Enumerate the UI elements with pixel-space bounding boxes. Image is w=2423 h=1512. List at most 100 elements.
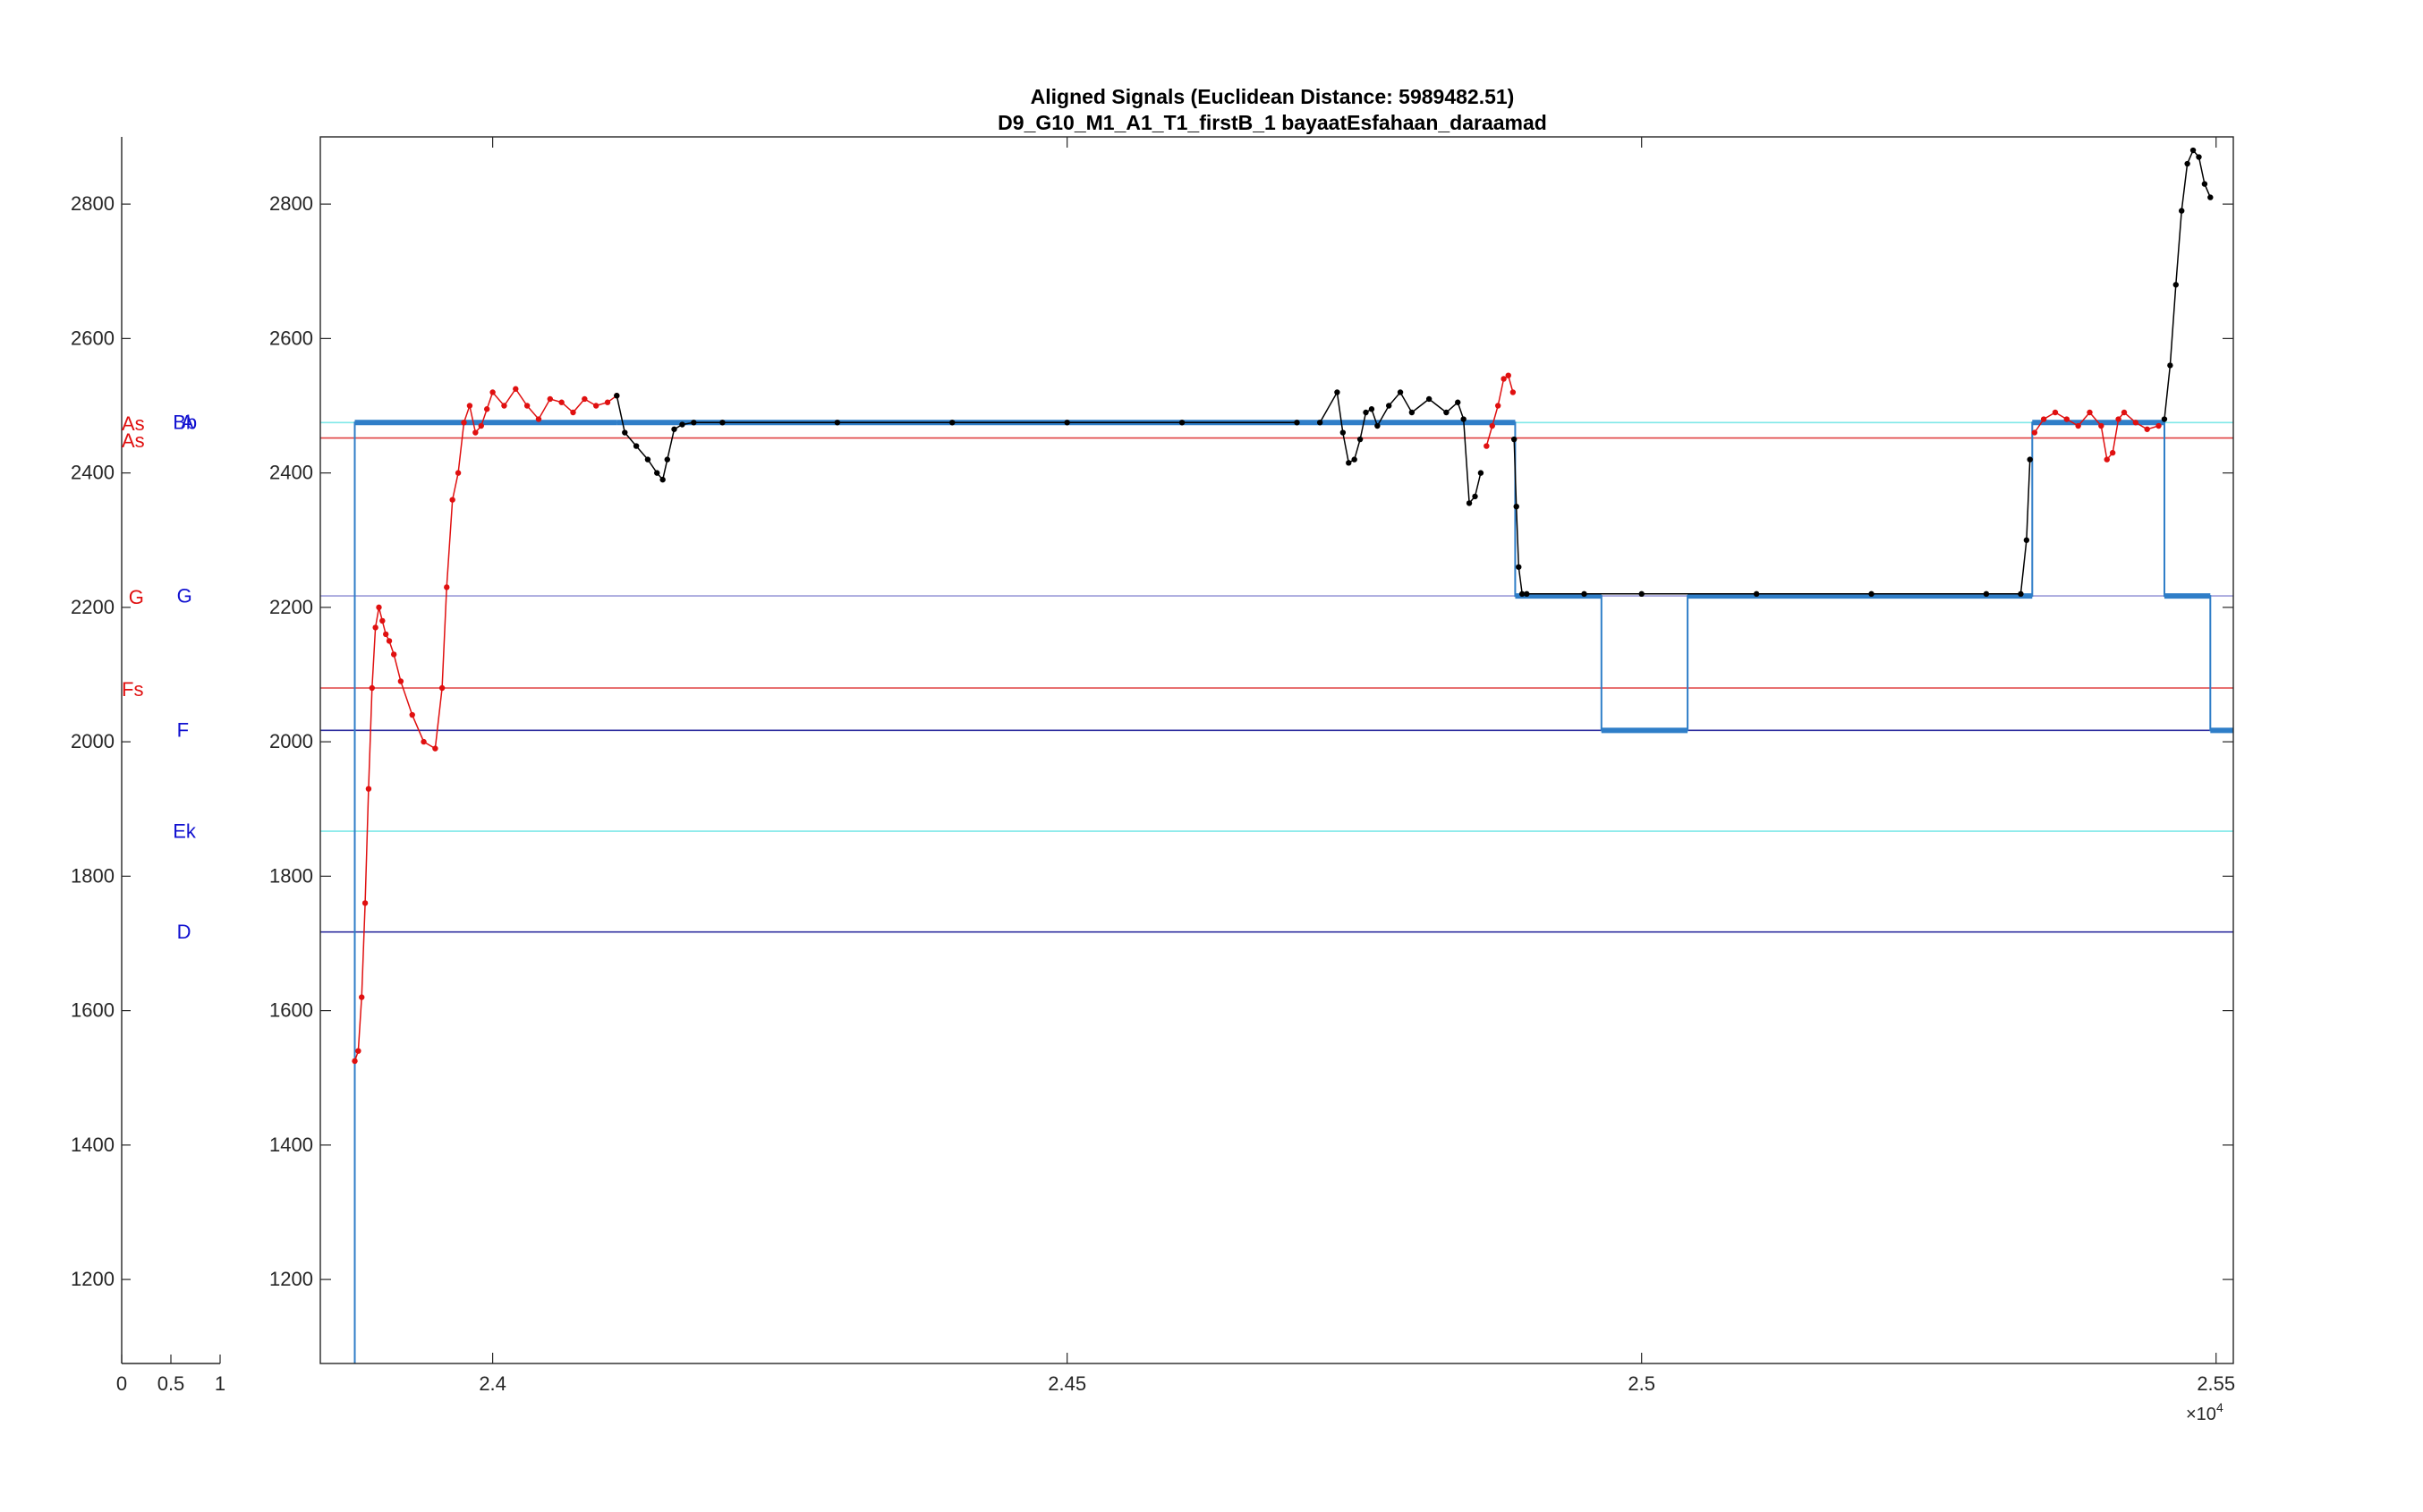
series-point-5 [1868,590,1875,598]
left-y-tick-label: 1800 [71,864,115,887]
series-point-1 [352,1058,358,1065]
series-point-2 [691,420,697,426]
x-tick-label: 2.5 [1628,1372,1655,1395]
series-point-2 [622,429,628,436]
y-tick-label: 2000 [269,730,313,752]
series-point-2 [1294,420,1300,426]
note-label: G [177,584,192,607]
series-point-1 [372,624,378,631]
series-point-1 [397,678,404,684]
series-point-5 [1524,590,1530,598]
series-point-5 [1516,564,1522,570]
series-point-4 [1501,376,1507,382]
series-point-2 [659,476,666,483]
series-point-7 [2189,147,2197,154]
note-label: As [122,429,145,452]
main-axes-frame [319,136,2234,1364]
series-point-1 [376,604,382,611]
series-point-6 [2115,416,2121,422]
series-point-3 [1472,493,1478,500]
series-point-3 [1455,399,1461,405]
series-point-6 [2075,422,2081,429]
series-point-5 [2018,590,2024,598]
series-point-1 [365,786,372,792]
series-point-1 [513,386,519,392]
left-x-tick-label: 0 [116,1372,127,1395]
series-point-1 [592,403,599,409]
series-point-1 [472,429,479,436]
y-tick-label: 2800 [269,192,313,215]
series-point-1 [379,617,386,624]
series-point-4 [1505,372,1511,378]
series-point-6 [2087,409,2093,416]
series-point-7 [2161,416,2168,422]
series-point-1 [359,994,365,1000]
series-point-6 [2104,456,2110,463]
series-point-7 [2201,181,2208,187]
series-point-7 [2196,154,2202,160]
series-point-6 [2031,429,2038,436]
series-point-1 [461,420,467,426]
series-point-2 [1064,420,1070,426]
series-point-6 [2144,426,2150,432]
series-point-1 [455,470,462,476]
series-point-7 [2172,282,2179,288]
note-label: Fs [122,678,143,701]
left-x-tick-label: 0.5 [157,1372,185,1395]
series-point-1 [478,422,484,429]
x-multiplier-base: ×10 [2186,1405,2216,1424]
series-point-3 [1385,403,1392,409]
series-point-5 [1983,590,1990,598]
series-point-1 [386,638,393,644]
y-tick-label: 1600 [269,999,313,1022]
aligned-signals-axes: 1200 1400 1600 1800 2000 2200 2400 2600 2800 2.4 2… [269,136,2235,1395]
left-y-tick-label: 2400 [71,462,115,484]
series-point-6 [2121,409,2128,416]
series-point-2 [671,426,677,432]
series-point-2 [1178,420,1186,426]
series-point-2 [719,420,726,426]
series-point-4 [1484,443,1490,449]
note-label: D [177,921,191,943]
series-point-3 [1351,456,1357,463]
series-point-1 [604,399,611,405]
note-label: A [181,412,194,434]
series-point-6 [2155,422,2162,429]
series-point-1 [449,497,455,503]
note-label: Bb [173,412,197,434]
series-point-1 [444,584,450,590]
series-point-3 [1346,460,1352,466]
series-point-3 [1363,409,1369,416]
series-point-1 [570,409,576,416]
series-point-6 [2052,409,2059,416]
y-tick-label: 1200 [269,1268,313,1290]
series-point-5 [1638,590,1645,598]
series-point-1 [582,395,588,403]
series-point-1 [523,403,531,409]
series-point-1 [369,684,375,692]
series-point-4 [1489,422,1495,429]
series-point-3 [1466,500,1473,506]
x-tick-label: 2.55 [2197,1372,2235,1395]
series-point-3 [1316,420,1323,426]
series-point-3 [1477,470,1484,476]
y-tick-label: 2400 [269,462,313,484]
series-point-3 [1443,409,1450,416]
series-point-1 [382,631,389,638]
series-point-5 [1581,590,1587,598]
note-label: F [177,719,189,742]
series-point-4 [1509,389,1517,395]
x-tick-label: 2.45 [1048,1372,1086,1395]
left-y-tick-label: 2200 [71,596,115,618]
note-label-axes: 1200 1400 1600 1800 2000 2200 2400 2600 2800 0 0.5… [71,137,225,1395]
series-point-2 [614,393,620,399]
series-point-1 [489,389,496,395]
series-point-5 [1510,436,1518,443]
x-tick-label: 2.4 [479,1372,506,1395]
note-label: Ek [173,820,197,842]
series-point-1 [409,711,415,718]
series-point-4 [1494,403,1501,409]
series-point-1 [390,651,397,658]
series-point-3 [1425,395,1433,403]
left-y-tick-label: 1400 [71,1134,115,1156]
